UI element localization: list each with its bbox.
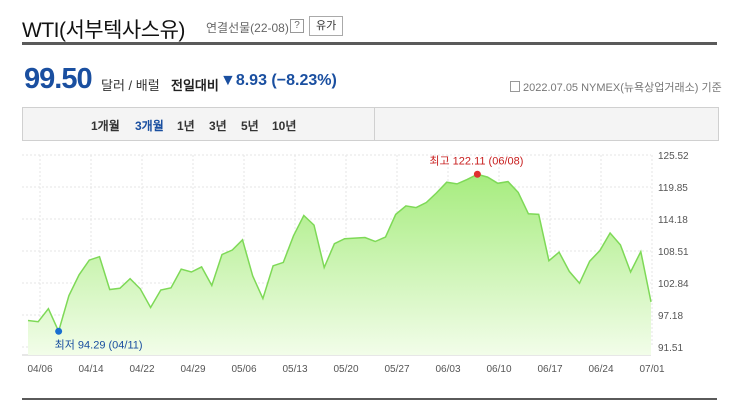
document-icon — [510, 81, 520, 92]
x-tick-label: 04/29 — [180, 364, 205, 375]
x-tick-label: 05/06 — [231, 364, 256, 375]
header: WTI(서부텍사스유) 연결선물(22-08) ? 유가 — [22, 6, 717, 45]
x-tick-label: 06/24 — [588, 364, 613, 375]
x-tick-label: 04/06 — [27, 364, 52, 375]
x-tick-label: 05/27 — [384, 364, 409, 375]
price-line — [27, 173, 652, 334]
x-tick-label: 04/14 — [78, 364, 103, 375]
period-tabs: 1개월 3개월 1년 3년 5년 10년 — [22, 107, 719, 141]
tab-1y[interactable]: 1년 — [177, 119, 195, 133]
y-tick-label: 102.84 — [658, 279, 689, 290]
y-tick-label: 97.18 — [658, 311, 683, 322]
min-label: 최저 94.29 (04/11) — [55, 338, 143, 351]
x-tick-label: 06/03 — [435, 364, 460, 375]
tab-5y[interactable]: 5년 — [241, 119, 259, 133]
change-label: 전일대비 — [171, 78, 219, 93]
price-area — [28, 174, 651, 355]
x-tick-label: 07/01 — [639, 364, 664, 375]
y-tick-label: 125.52 — [658, 151, 689, 162]
tab-3m[interactable]: 3개월 — [135, 119, 164, 133]
min-marker — [55, 327, 63, 335]
quote-meta-text: 2022.07.05 NYMEX(뉴욕상업거래소) 기준 — [523, 82, 722, 94]
x-tick-label: 06/10 — [486, 364, 511, 375]
chart-annotations: 최고 122.11 (06/08) 최저 94.29 (04/11) — [55, 154, 524, 351]
contract-subtitle: 연결선물(22-08) — [206, 21, 289, 35]
page-title: WTI(서부텍사스유) — [22, 19, 185, 42]
y-tick-label: 108.51 — [658, 247, 689, 258]
max-label: 최고 122.11 (06/08) — [429, 154, 523, 167]
category-button[interactable]: 유가 — [309, 16, 344, 36]
tab-divider — [374, 108, 375, 140]
x-tick-label: 05/13 — [282, 364, 307, 375]
x-tick-label: 06/17 — [537, 364, 562, 375]
max-marker — [473, 170, 481, 178]
price-unit: 달러 / 배럴 — [101, 78, 160, 93]
x-axis-labels: 04/06 04/14 04/22 04/29 05/06 05/13 05/20 05/27… — [27, 364, 664, 375]
quote-meta: 2022.07.05 NYMEX(뉴욕상업거래소) 기준 — [510, 79, 722, 95]
y-tick-label: 119.85 — [658, 183, 688, 194]
current-price: 99.50 — [24, 63, 93, 95]
y-tick-label: 114.18 — [658, 215, 688, 226]
tab-3y[interactable]: 3년 — [209, 119, 227, 133]
change-value: ▼8.93 (−8.23%) — [220, 72, 337, 89]
tab-10y[interactable]: 10년 — [272, 119, 297, 133]
tab-1m[interactable]: 1개월 — [91, 119, 120, 133]
y-axis-labels: 125.52 119.85 114.18 108.51 102.84 97.18 91.51 — [658, 151, 689, 354]
x-tick-label: 04/22 — [129, 364, 154, 375]
footer-divider — [22, 398, 717, 400]
help-icon[interactable]: ? — [290, 19, 304, 33]
x-tick-label: 05/20 — [333, 364, 358, 375]
y-tick-label: 91.51 — [658, 343, 683, 354]
